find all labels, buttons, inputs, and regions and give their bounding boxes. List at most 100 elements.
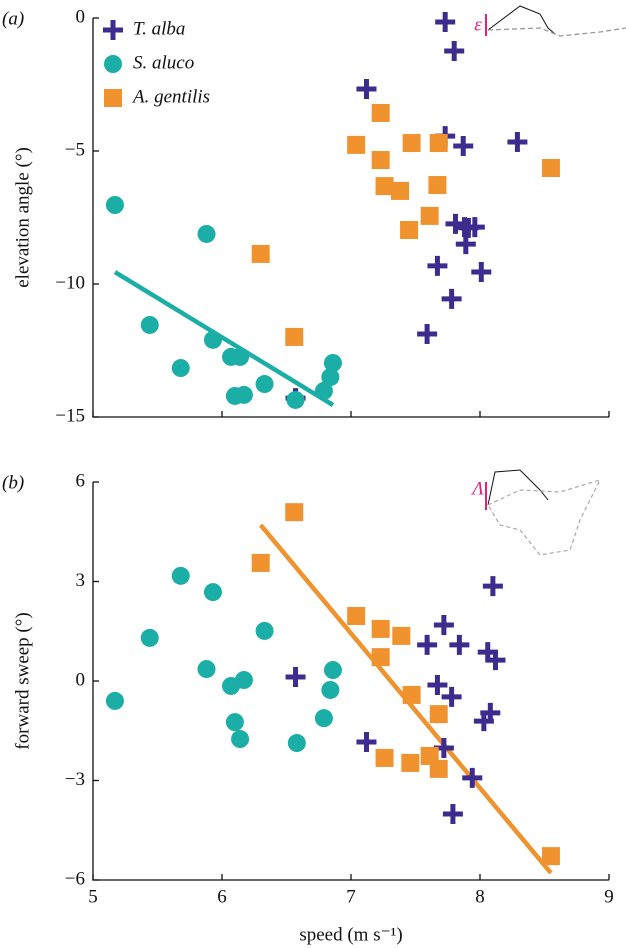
point (105, 195, 124, 214)
point (480, 702, 501, 723)
point (471, 262, 492, 283)
point (455, 234, 476, 255)
point (442, 803, 463, 824)
point (482, 576, 503, 597)
point (507, 131, 528, 152)
point (375, 177, 394, 196)
panel-label: (a) (2, 8, 24, 29)
y-tick-label: −6 (65, 868, 85, 889)
point (441, 686, 462, 707)
x-tick-label: 8 (475, 886, 485, 907)
point (251, 553, 270, 572)
point (203, 583, 222, 602)
point (314, 709, 333, 728)
point (255, 621, 274, 640)
x-tick-label: 5 (88, 886, 98, 907)
point (541, 847, 560, 866)
point (444, 40, 465, 61)
fit-line (113, 270, 335, 407)
annotation: ε (474, 14, 482, 35)
legend-label: T. alba (133, 18, 185, 39)
point (453, 135, 474, 156)
point (197, 224, 216, 243)
point (203, 330, 222, 349)
point (371, 648, 390, 667)
point (231, 730, 250, 749)
point (427, 255, 448, 276)
point (314, 381, 333, 400)
wing-icon (485, 5, 626, 37)
y-tick-label: −10 (55, 272, 85, 293)
legend-label: S. aluco (133, 52, 194, 73)
y-tick-label: 6 (76, 470, 86, 491)
point (234, 385, 253, 404)
point (433, 614, 454, 635)
point (285, 503, 304, 522)
legend-marker (103, 20, 123, 40)
point (225, 713, 244, 732)
point (402, 685, 421, 704)
point (375, 748, 394, 767)
point (428, 176, 447, 195)
point (321, 368, 340, 387)
point (435, 11, 456, 32)
point (449, 634, 470, 655)
point (171, 566, 190, 585)
point (105, 691, 124, 710)
y-tick-label: −5 (65, 139, 85, 160)
point (356, 79, 377, 100)
point (356, 732, 377, 753)
point (347, 606, 366, 625)
y-tick-label: −3 (65, 769, 85, 790)
y-tick-label: 0 (76, 669, 86, 690)
point (429, 759, 448, 778)
point (140, 628, 159, 647)
point (441, 288, 462, 309)
point (371, 619, 390, 638)
point (323, 354, 342, 373)
point (417, 324, 438, 345)
x-tick-label: 9 (604, 886, 614, 907)
legend-label: A. gentilis (131, 86, 210, 107)
panel-label: (b) (2, 472, 24, 493)
x-axis-label: speed (m s⁻¹) (299, 924, 402, 945)
point (371, 151, 390, 170)
y-tick-label: 3 (76, 570, 86, 591)
point (321, 680, 340, 699)
point (429, 134, 448, 153)
y-axis-label: forward sweep (°) (12, 612, 33, 749)
point (347, 135, 366, 154)
y-tick-label: −15 (55, 405, 85, 426)
point (427, 674, 448, 695)
point (485, 650, 506, 671)
y-tick-label: 0 (76, 6, 86, 27)
point (462, 767, 483, 788)
bird-icon (485, 469, 602, 556)
point (171, 359, 190, 378)
point (458, 217, 479, 238)
point (420, 206, 439, 225)
y-axis-label: elevation angle (°) (12, 147, 33, 288)
point (417, 634, 438, 655)
point (402, 134, 421, 153)
legend-marker (104, 55, 122, 73)
axes (92, 482, 609, 881)
annotation: Λ (470, 478, 484, 499)
point (285, 327, 304, 346)
point (255, 375, 274, 394)
point (392, 626, 411, 645)
x-tick-label: 7 (346, 886, 356, 907)
point (231, 347, 250, 366)
point (287, 734, 306, 753)
point (401, 753, 420, 772)
legend-marker (104, 89, 122, 107)
point (234, 671, 253, 690)
point (251, 244, 270, 263)
point (371, 103, 390, 122)
point (400, 221, 419, 240)
point (285, 667, 306, 688)
point (391, 181, 410, 200)
axes (92, 18, 609, 418)
